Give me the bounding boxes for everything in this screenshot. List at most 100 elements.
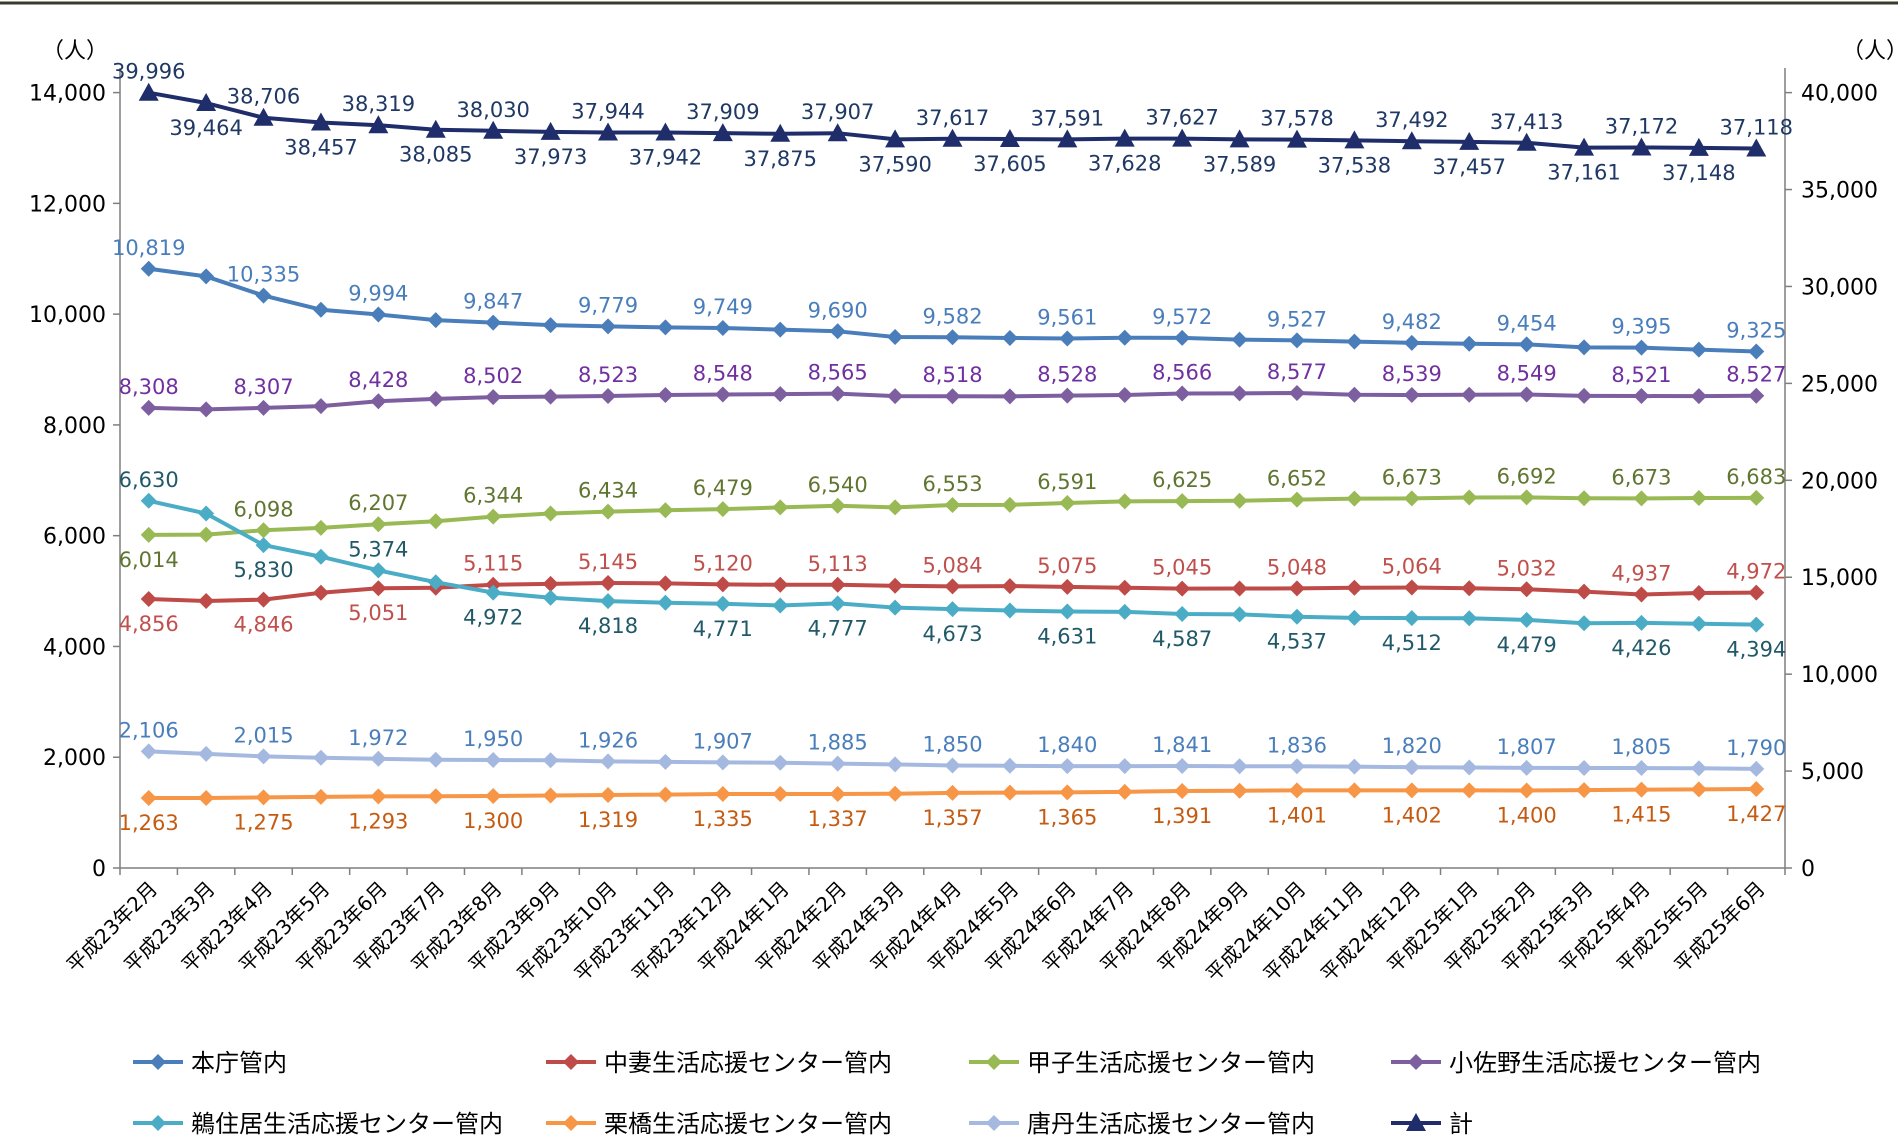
data-point (829, 497, 846, 514)
data-point (370, 562, 387, 579)
data-label: 1,836 (1267, 733, 1327, 757)
data-point (1001, 329, 1018, 346)
x-tick-label: 平成23年10月 (512, 877, 622, 987)
data-point (944, 784, 961, 801)
data-point (1401, 131, 1422, 150)
series-7 (138, 82, 1767, 157)
legend-label: 鵜住居生活応援センター管内 (191, 1110, 503, 1138)
series-2 (140, 489, 1765, 543)
left-tick-label: 0 (92, 857, 106, 882)
data-point (483, 120, 504, 139)
data-label: 1,335 (693, 807, 753, 831)
data-label: 37,589 (1203, 152, 1276, 176)
data-point (1059, 494, 1076, 511)
data-point (772, 386, 789, 403)
data-point (1174, 493, 1191, 510)
data-point (887, 329, 904, 346)
data-point (1518, 336, 1535, 353)
data-point (1459, 131, 1480, 150)
data-label: 6,553 (922, 472, 982, 496)
data-point (427, 751, 444, 768)
right-tick-label: 25,000 (1801, 372, 1878, 397)
data-point (1633, 388, 1650, 405)
legend-swatch-marker (563, 1115, 579, 1131)
data-point (1059, 603, 1076, 620)
data-label: 6,673 (1382, 465, 1442, 489)
data-label: 6,625 (1152, 468, 1212, 492)
data-point (1403, 759, 1420, 776)
legend-item: 栗橋生活応援センター管内 (546, 1110, 892, 1138)
data-label: 8,549 (1497, 362, 1557, 386)
data-point (312, 584, 329, 601)
data-label: 1,841 (1152, 733, 1212, 757)
data-point (196, 93, 217, 112)
data-point (427, 513, 444, 530)
data-label: 6,098 (233, 497, 293, 521)
data-point (1748, 387, 1765, 404)
data-label: 6,591 (1037, 470, 1097, 494)
data-label: 5,032 (1497, 556, 1557, 580)
data-point (1059, 387, 1076, 404)
data-label: 4,937 (1611, 562, 1671, 586)
data-point (1346, 490, 1363, 507)
data-point (1633, 586, 1650, 603)
data-point (310, 112, 331, 131)
data-point (198, 790, 215, 807)
data-point (600, 387, 617, 404)
data-label: 4,537 (1267, 630, 1327, 654)
data-point (600, 593, 617, 610)
data-point (312, 301, 329, 318)
data-point (1518, 489, 1535, 506)
legend-item: 小佐野生活応援センター管内 (1391, 1049, 1761, 1077)
data-point (1344, 130, 1365, 149)
data-label: 8,528 (1037, 363, 1097, 387)
data-point (1174, 605, 1191, 622)
data-label: 6,207 (348, 491, 408, 515)
data-point (887, 756, 904, 773)
data-point (770, 123, 791, 142)
data-label: 1,840 (1037, 733, 1097, 757)
data-point (1461, 335, 1478, 352)
legend-label: 中妻生活応援センター管内 (604, 1049, 892, 1077)
data-label: 1,415 (1611, 803, 1671, 827)
data-label: 4,777 (808, 616, 868, 640)
data-label: 8,502 (463, 364, 523, 388)
data-label: 37,875 (744, 147, 817, 171)
legend-swatch-marker (986, 1115, 1002, 1131)
data-point (714, 754, 731, 771)
data-label: 37,591 (1031, 106, 1104, 130)
legend-label: 栗橋生活応援センター管内 (604, 1110, 892, 1138)
data-point (772, 321, 789, 338)
data-point (944, 757, 961, 774)
data-label: 9,482 (1382, 310, 1442, 334)
data-label: 9,454 (1497, 311, 1557, 335)
left-tick-label: 12,000 (29, 192, 106, 217)
data-point (1574, 137, 1595, 156)
data-point (1231, 580, 1248, 597)
legend-label: 唐丹生活応援センター管内 (1027, 1110, 1315, 1138)
left-tick-label: 14,000 (29, 82, 106, 107)
data-point (1174, 580, 1191, 597)
data-point (198, 593, 215, 610)
data-point (1346, 782, 1363, 799)
data-point (1172, 128, 1193, 147)
data-point (657, 387, 674, 404)
data-label: 1,807 (1497, 735, 1557, 759)
data-point (887, 785, 904, 802)
data-point (198, 505, 215, 522)
data-label: 1,402 (1382, 803, 1442, 827)
data-label: 5,145 (578, 550, 638, 574)
data-label: 39,464 (169, 116, 242, 140)
data-point (600, 575, 617, 592)
data-point (1576, 387, 1593, 404)
data-point (1748, 489, 1765, 506)
data-point (312, 519, 329, 536)
data-point (1346, 579, 1363, 596)
data-point (1461, 489, 1478, 506)
data-point (714, 576, 731, 593)
data-label: 10,819 (112, 236, 185, 260)
data-point (253, 107, 274, 126)
data-point (714, 386, 731, 403)
left-tick-label: 10,000 (29, 303, 106, 328)
data-point (542, 388, 559, 405)
